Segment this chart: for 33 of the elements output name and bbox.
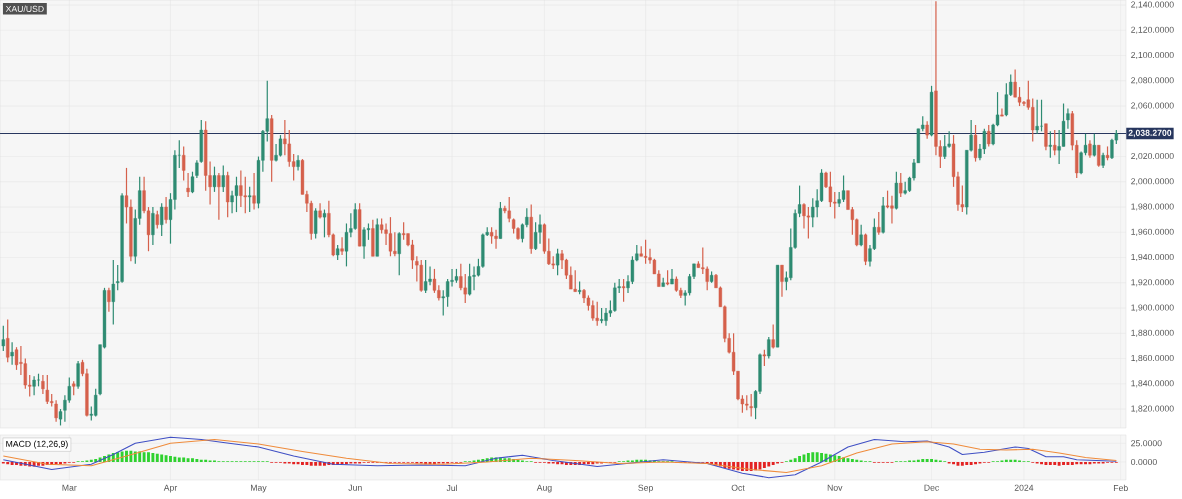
y-tick-label: 2,080.0000 <box>1131 77 1174 85</box>
x-tick-label: Apr <box>163 484 178 493</box>
x-tick-label: Nov <box>827 484 843 491</box>
y-tick-label: 2,020.0000 <box>1131 152 1174 161</box>
y-tick-label: 1,980.0000 <box>1131 203 1174 211</box>
x-tick-label: Sep <box>638 484 653 493</box>
y-tick-label: 2,100.0000 <box>1131 51 1174 60</box>
y-tick-label: 2,120.0000 <box>1131 26 1174 34</box>
y-tick-label: 1,860.0000 <box>1131 354 1174 363</box>
y-tick-label: 2,060.0000 <box>1131 102 1174 110</box>
x-tick-label: Oct <box>731 484 745 491</box>
y-tick-label: 0.0000 <box>1131 458 1157 466</box>
y-tick-label: 2,140.0000 <box>1131 1 1174 9</box>
x-tick-label: Jul <box>446 484 457 492</box>
x-tick-label: 2024 <box>1014 484 1034 491</box>
text: XAU/USD <box>5 5 44 12</box>
x-tick-label: Dec <box>924 484 940 491</box>
x-tick-label: Aug <box>536 484 552 493</box>
x-tick-label: Feb <box>1113 484 1128 492</box>
y-tick-label: 1,840.0000 <box>1131 380 1174 388</box>
y-tick-label: 1,880.0000 <box>1131 329 1174 337</box>
y-tick-label: 1,960.0000 <box>1131 228 1174 236</box>
y-tick-label: 1,920.0000 <box>1131 279 1174 287</box>
y-tick-label: 2,000.0000 <box>1131 178 1174 186</box>
y-tick-label: 1,820.0000 <box>1131 405 1174 413</box>
y-tick-label: 25.0000 <box>1131 440 1162 447</box>
text: MACD (12,26,9) <box>6 440 68 449</box>
x-tick-label: Mar <box>62 484 77 491</box>
ref-line-label: 2,038.2700 <box>1128 129 1172 138</box>
x-tick-label: May <box>250 484 267 493</box>
y-tick-label: 1,900.0000 <box>1131 304 1174 312</box>
y-tick-label: 1,940.0000 <box>1131 253 1174 262</box>
x-tick-label: Jun <box>348 484 362 491</box>
